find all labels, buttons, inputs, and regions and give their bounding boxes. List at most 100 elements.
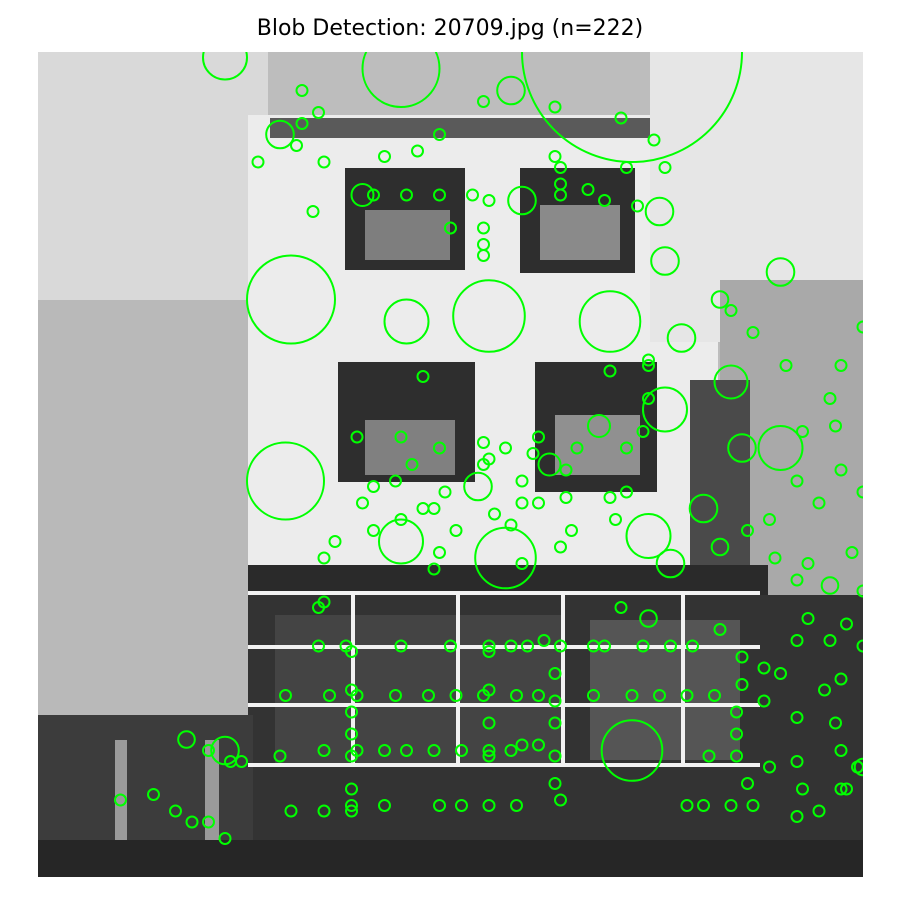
blob-marker [710,290,730,309]
blob-marker [779,359,793,372]
blob-marker [185,815,199,829]
blob-marker [664,639,677,653]
blob-marker [834,463,848,477]
blob-marker [218,832,232,845]
blob-marker [554,161,567,174]
blob-marker [587,689,600,702]
blob-marker [455,799,468,812]
blob-marker [636,639,650,653]
blob-marker [496,75,526,106]
blob-marker [433,188,446,202]
blob-marker [350,430,364,444]
blob-marker [284,804,298,818]
blob-marker [818,683,831,697]
blob-marker [455,744,468,757]
blob-marker [433,128,446,141]
blob-marker [735,650,749,664]
blob-marker [548,749,562,763]
blob-marker [796,425,809,438]
blob-marker [642,359,655,372]
blob-marker [763,760,776,774]
blob-marker [829,716,842,730]
blob-marker [466,188,479,202]
blob-marker [730,705,743,719]
blob-marker [510,689,523,702]
chart-title: Blob Detection: 20709.jpg (n=222) [256,16,644,41]
blob-marker [202,744,215,757]
blob-marker [504,639,518,653]
blob-marker [482,749,496,763]
blob-marker [526,447,540,460]
blob-marker [853,757,863,777]
blob-marker [757,425,804,471]
blob-marker [688,493,719,524]
blob-marker [202,52,248,81]
blob-marker [477,458,490,471]
blob-marker [504,518,518,532]
blob-marker [680,689,694,702]
blob-marker [444,221,457,235]
blob-marker [290,139,303,152]
blob-marker [658,161,672,174]
blob-marker [345,645,358,658]
blob-marker [515,496,529,510]
blob-marker [548,777,562,790]
blob-marker [757,661,771,675]
blob-marker [477,249,490,262]
blob-marker [790,755,804,768]
blob-marker [279,689,292,702]
blob-marker [532,689,545,702]
blob-marker [477,689,490,702]
blob-marker [345,727,358,741]
blob-marker [620,485,633,499]
blob-marker [554,177,567,191]
blob-marker [169,804,182,818]
photo-background [38,52,863,877]
blob-marker [416,370,430,383]
blob-marker [114,793,127,807]
blob-marker [548,716,562,730]
blob-marker [741,777,754,790]
blob-marker [578,290,642,353]
blob-marker [378,518,424,565]
blob-marker [625,689,639,702]
blob-marker [405,458,419,471]
blob-marker [823,634,837,647]
blob-marker [765,257,796,287]
blob-marker [312,106,325,119]
blob-marker [620,161,633,174]
blob-marker [856,584,863,598]
blob-marker [790,634,804,647]
blob-marker [273,749,287,763]
blob-marker [345,782,358,796]
blob-marker [647,133,661,147]
blob-marker [411,144,424,158]
blob-marker [400,188,413,202]
blob-marker [724,799,738,812]
blob-marker [713,623,727,636]
blob-marker [554,540,567,554]
blob-marker [650,246,680,276]
blob-marker [394,639,408,653]
blob-marker [834,672,848,686]
blob-marker [367,480,380,493]
blob-marker [427,744,441,757]
blob-marker [763,513,776,526]
blob-marker [554,793,567,807]
blob-marker [801,557,815,570]
blob-marker [565,524,578,537]
blob-marker [735,678,749,691]
blobs-layer [114,52,863,845]
blob-marker [812,496,826,510]
blob-marker [600,719,664,782]
blob-marker [323,689,336,702]
blob-marker [532,496,545,510]
blob-marker [295,117,309,130]
blob-marker [433,441,446,455]
blob-marker [317,804,331,818]
blob-marker [265,119,295,150]
blob-marker [477,436,490,449]
blob-marker [482,639,496,653]
blob-marker [433,546,446,559]
blob-marker [581,183,595,196]
